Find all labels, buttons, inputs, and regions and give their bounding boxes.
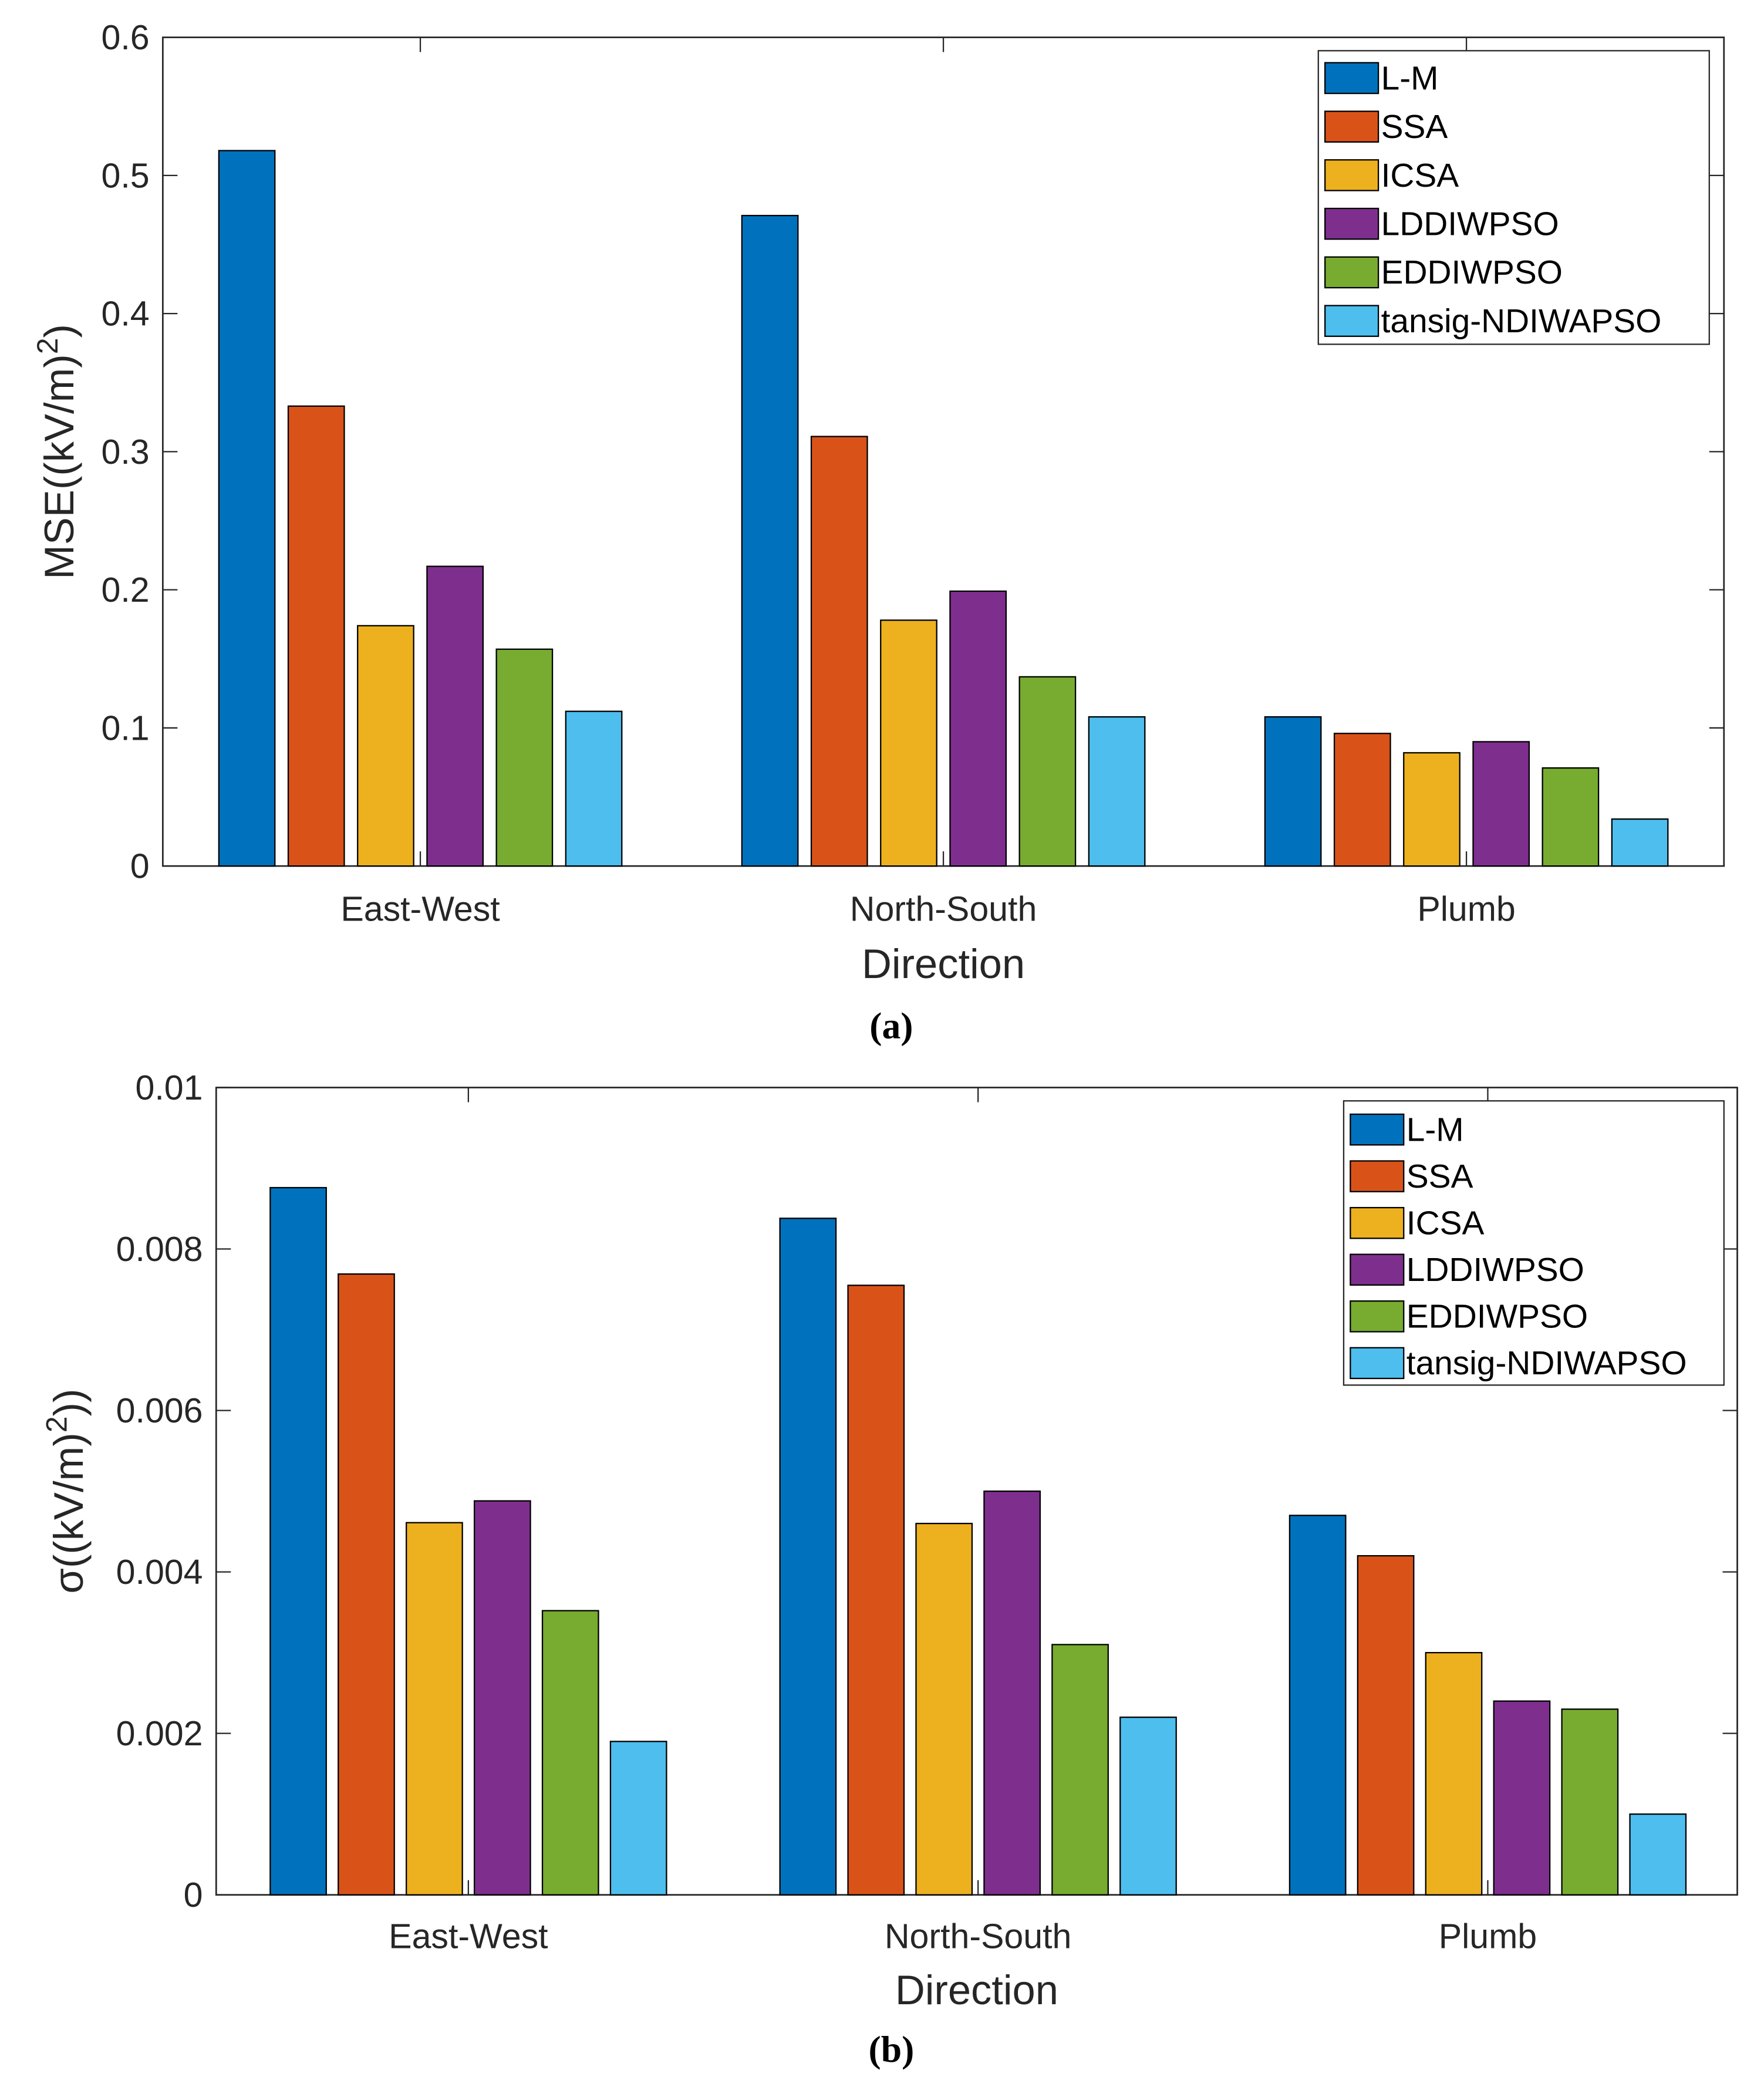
y-tick-label: 0.006: [116, 1391, 203, 1430]
bar-tansig-ndiwapso: [1629, 1813, 1687, 1896]
legend-label: L-M: [1407, 1111, 1464, 1148]
y-axis-label: MSE((kV/m)2): [31, 324, 82, 579]
x-axis-label: Direction: [895, 1967, 1058, 2013]
bar-icsa: [357, 625, 414, 867]
y-tick-label: 0.3: [101, 433, 149, 471]
bar-ssa: [287, 405, 345, 867]
bar-lddiwpso: [1472, 741, 1530, 867]
legend-label: L-M: [1381, 60, 1439, 97]
legend-swatch: [1350, 1347, 1405, 1380]
x-tick-label: North-South: [885, 1917, 1072, 1956]
y-tick-label: 0.6: [101, 18, 149, 57]
legend-label: tansig-NDIWAPSO: [1407, 1345, 1687, 1382]
legend-swatch: [1324, 110, 1380, 143]
y-tick-label: 0.002: [116, 1714, 203, 1753]
caption: (a): [869, 1004, 913, 1046]
legend-swatch: [1324, 305, 1380, 337]
chart-a: 0 0.1 0.2 0.3 0.4 0.5 0.6 East-West North-South P…: [31, 18, 1725, 1046]
bar-ssa: [1357, 1555, 1415, 1896]
bar-l-m: [269, 1186, 327, 1896]
legend-swatch: [1324, 62, 1380, 95]
bar-lddiwpso: [1493, 1700, 1551, 1896]
legend-label: tansig-NDIWAPSO: [1381, 303, 1662, 340]
bar-eddiwpso: [1561, 1708, 1619, 1896]
legend: L-M SSA ICSA LDDIWPSO EDDIWPSO tansig-NDIWAPS…: [1317, 50, 1710, 345]
bar-l-m: [779, 1218, 837, 1896]
bar-icsa: [1403, 752, 1461, 867]
x-tick-label: Plumb: [1439, 1917, 1537, 1956]
y-tick-label: 0.008: [116, 1230, 203, 1269]
legend-swatch: [1324, 256, 1380, 289]
bar-icsa: [1425, 1651, 1483, 1896]
bar-l-m: [1289, 1515, 1347, 1896]
bar-ssa: [810, 436, 868, 867]
bar-tansig-ndiwapso: [609, 1741, 667, 1896]
bar-lddiwpso: [426, 565, 484, 867]
bar-lddiwpso: [949, 590, 1007, 867]
y-tick-label: 0.004: [116, 1553, 203, 1592]
bar-eddiwpso: [1051, 1644, 1109, 1896]
bar-lddiwpso: [983, 1490, 1041, 1896]
legend-swatch: [1350, 1206, 1405, 1239]
legend-swatch: [1350, 1160, 1405, 1192]
legend-swatch: [1350, 1113, 1405, 1146]
bar-l-m: [741, 214, 799, 867]
y-axis-label: σ((kV/m)2)): [41, 1389, 92, 1594]
legend-label: SSA: [1407, 1158, 1473, 1195]
bar-eddiwpso: [1018, 676, 1077, 867]
bar-icsa: [880, 619, 937, 867]
chart-b: 0 0.002 0.004 0.006 0.008 0.01 East-West North-…: [41, 1068, 1738, 2070]
y-tick-label: 0.4: [101, 295, 149, 333]
legend-box: [1317, 50, 1710, 345]
bar-eddiwpso: [541, 1610, 599, 1896]
bar-ssa: [1333, 733, 1391, 867]
bar-ssa: [338, 1273, 395, 1896]
bar-tansig-ndiwapso: [1611, 818, 1669, 867]
x-tick-label: North-South: [850, 889, 1037, 928]
bar-l-m: [218, 150, 276, 867]
x-tick-label: East-West: [389, 1917, 548, 1956]
legend-label: ICSA: [1381, 157, 1459, 194]
bar-ssa: [847, 1284, 905, 1896]
legend-swatch: [1350, 1300, 1405, 1333]
bar-lddiwpso: [473, 1500, 531, 1896]
x-axis-label: Direction: [862, 940, 1025, 987]
bar-icsa: [915, 1522, 973, 1896]
y-tick-label: 0.01: [136, 1068, 203, 1107]
y-tick-label: 0.1: [101, 709, 149, 747]
legend-label: SSA: [1381, 109, 1448, 146]
legend-label: LDDIWPSO: [1381, 206, 1559, 243]
bar-eddiwpso: [1542, 767, 1600, 867]
legend-swatch: [1324, 159, 1380, 191]
y-tick-label: 0: [130, 847, 150, 886]
legend-label: ICSA: [1407, 1205, 1485, 1242]
legend-swatch: [1350, 1253, 1405, 1286]
bar-l-m: [1264, 716, 1322, 867]
x-tick-label: East-West: [340, 889, 500, 928]
y-tick-label: 0.2: [101, 571, 149, 609]
legend-box: [1343, 1100, 1725, 1386]
bar-tansig-ndiwapso: [1088, 716, 1146, 867]
bar-icsa: [406, 1522, 463, 1896]
legend: L-M SSA ICSA LDDIWPSO EDDIWPSO tansig-NDIWAPS…: [1343, 1100, 1725, 1386]
legend-label: LDDIWPSO: [1407, 1252, 1584, 1289]
legend-swatch: [1324, 207, 1380, 240]
bar-tansig-ndiwapso: [565, 710, 623, 867]
y-tick-label: 0: [184, 1876, 203, 1914]
y-tick-label: 0.5: [101, 156, 149, 195]
x-tick-label: Plumb: [1417, 889, 1515, 928]
bar-tansig-ndiwapso: [1119, 1717, 1177, 1896]
caption: (b): [869, 2028, 915, 2070]
legend-label: EDDIWPSO: [1407, 1299, 1588, 1336]
bar-eddiwpso: [495, 648, 554, 867]
legend-label: EDDIWPSO: [1381, 254, 1563, 291]
